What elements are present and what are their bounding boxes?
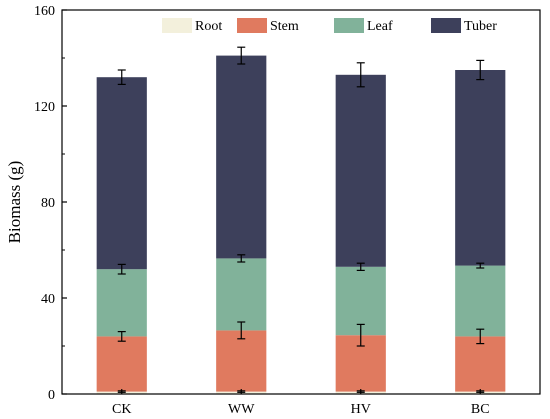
legend-label-root: Root <box>195 19 222 34</box>
x-tick-label-ww: WW <box>228 402 255 417</box>
legend-swatch-tuber <box>431 18 461 33</box>
error-bar-leaf-ck <box>117 263 126 275</box>
x-tick-label-bc: BC <box>471 402 490 417</box>
y-tick-label-120: 120 <box>34 100 55 115</box>
x-axis: CK WW HV BC <box>112 389 490 417</box>
x-tick-label-ck: CK <box>112 402 131 417</box>
error-bar-leaf-bc <box>476 262 485 269</box>
y-tick-label-0: 0 <box>48 388 55 403</box>
y-tick-label-80: 80 <box>41 196 55 211</box>
legend: Root Stem Leaf Tuber <box>162 18 497 34</box>
bar-tuber-ck <box>96 77 147 270</box>
bar-leaf-ck <box>96 269 147 337</box>
legend-item-leaf: Leaf <box>334 18 393 34</box>
error-bar-tuber-ww <box>237 46 246 65</box>
bar-tuber-bc <box>455 70 506 266</box>
legend-label-stem: Stem <box>270 19 299 34</box>
legend-swatch-root <box>162 18 192 33</box>
error-bar-tuber-hv <box>356 62 365 88</box>
error-bar-stem-bc <box>476 328 485 345</box>
error-bar-stem-ck <box>117 331 126 342</box>
legend-swatch-leaf <box>334 18 364 33</box>
y-axis-title: Biomass (g) <box>5 161 24 244</box>
legend-item-stem: Stem <box>237 18 299 34</box>
legend-item-root: Root <box>162 18 222 34</box>
legend-label-tuber: Tuber <box>464 19 497 34</box>
bar-tuber-hv <box>335 74 386 267</box>
error-bar-stem-hv <box>356 323 365 347</box>
x-tick-label-hv: HV <box>351 402 371 417</box>
bar-stem-ww <box>216 330 267 392</box>
error-bar-stem-ww <box>237 321 246 340</box>
error-bars-group <box>117 46 485 393</box>
bar-leaf-bc <box>455 265 506 337</box>
legend-swatch-stem <box>237 18 267 33</box>
bar-stem-bc <box>455 336 506 392</box>
error-bar-tuber-ck <box>117 69 126 86</box>
bar-stem-ck <box>96 336 147 392</box>
legend-label-leaf: Leaf <box>367 19 393 34</box>
bar-leaf-ww <box>216 258 267 331</box>
bar-tuber-ww <box>216 55 267 259</box>
bars-group <box>96 55 506 394</box>
error-bar-leaf-ww <box>237 254 246 263</box>
error-bar-tuber-bc <box>476 59 485 81</box>
error-bar-leaf-hv <box>356 262 365 271</box>
y-tick-label-40: 40 <box>41 292 55 307</box>
y-tick-label-160: 160 <box>34 4 55 19</box>
legend-item-tuber: Tuber <box>431 18 497 34</box>
y-axis: 0 40 80 120 160 <box>34 4 67 403</box>
